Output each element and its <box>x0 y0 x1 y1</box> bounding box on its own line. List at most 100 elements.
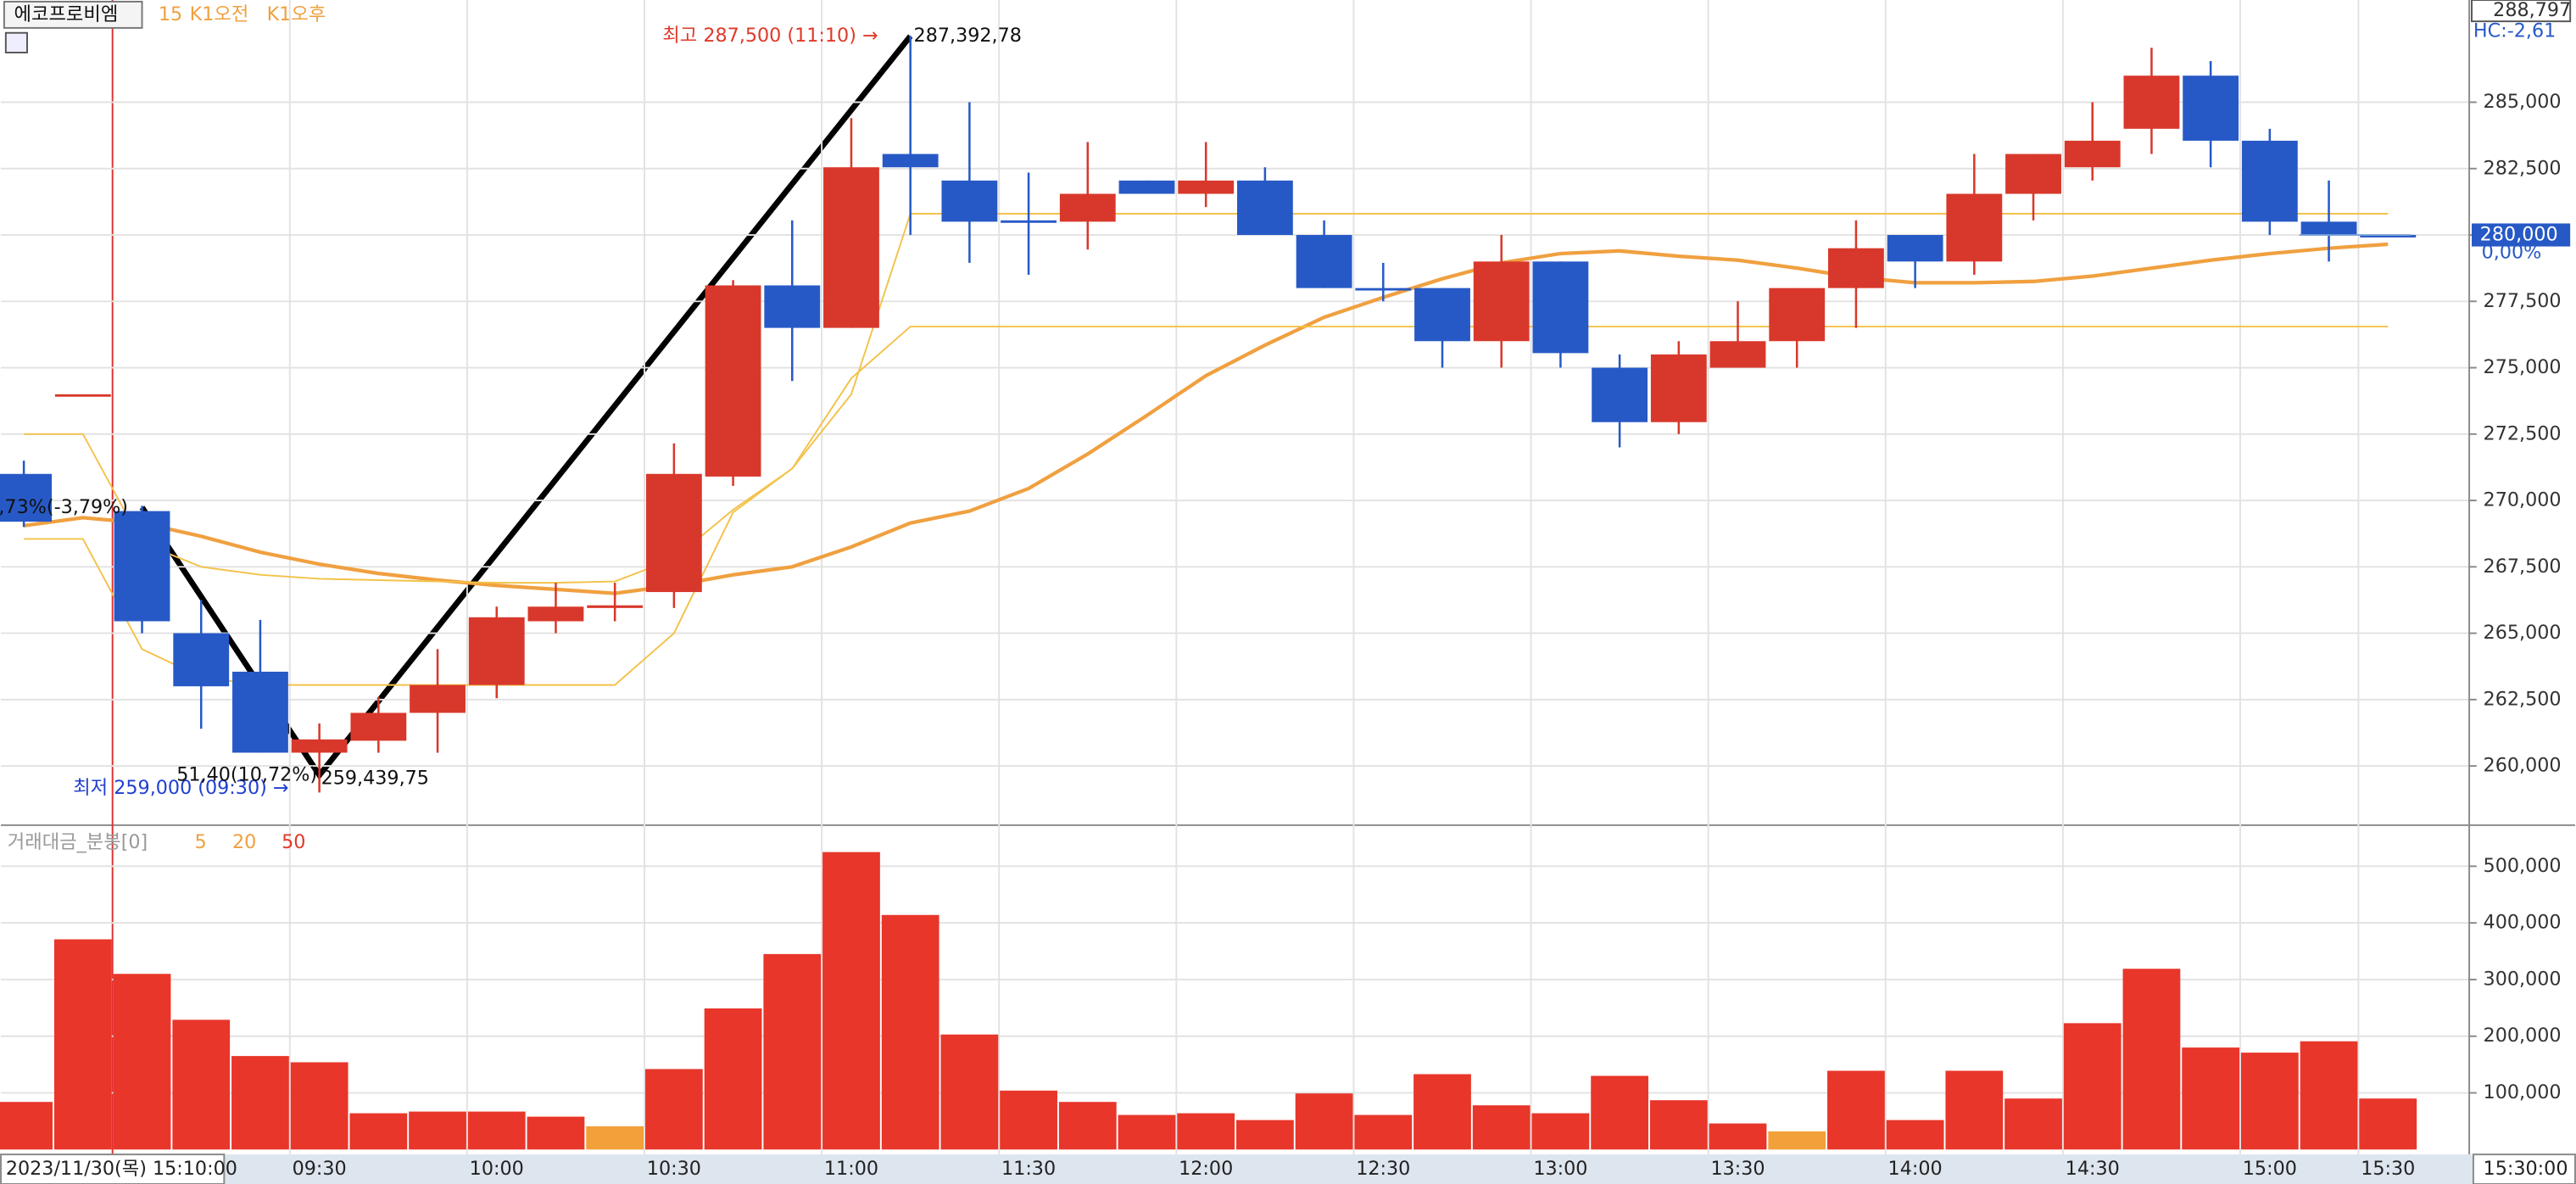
candle-body <box>587 605 644 608</box>
candle-body <box>2183 75 2239 141</box>
candle-body <box>1001 220 1057 223</box>
candle-body <box>1532 261 1589 354</box>
x-tick-label: 10:30 <box>647 1158 701 1180</box>
volume-bar <box>2063 1023 2122 1150</box>
candle-body <box>1355 288 1412 291</box>
volume-bar <box>1118 1114 1176 1150</box>
y-tick-label: 265,000 <box>2484 622 2562 644</box>
volume-bar <box>290 1062 348 1150</box>
start-time-box <box>0 1153 226 1184</box>
candle-body <box>705 285 761 477</box>
candle-body <box>1650 354 1707 422</box>
annotation: 51,40(10,72%) <box>176 763 317 785</box>
volume-bar <box>1413 1074 1471 1150</box>
candle-body <box>1414 288 1470 342</box>
candle-body <box>882 154 939 168</box>
x-tick-label: 13:30 <box>1710 1158 1765 1180</box>
x-tick-label: 14:30 <box>2066 1158 2120 1180</box>
volume-bar <box>2122 969 2181 1150</box>
end-time-box <box>2472 1153 2576 1184</box>
volume-bar <box>527 1116 585 1150</box>
x-tick-label: 14:00 <box>1888 1158 1943 1180</box>
volume-bar <box>172 1019 231 1150</box>
volume-bar <box>113 974 171 1150</box>
annotation: 최저 259,000 (09:30) → <box>73 777 288 799</box>
candle-body <box>0 473 53 522</box>
candle-body <box>410 684 466 713</box>
candle-body <box>1236 180 1293 236</box>
y-tick-label: 400,000 <box>2484 912 2562 934</box>
candle-body <box>2123 75 2180 129</box>
current-price: 280,000 <box>2480 224 2558 246</box>
x-tick-label: 13:00 <box>1533 1158 1587 1180</box>
y-tick-label: 272,500 <box>2484 422 2562 444</box>
y-tick-label: 285,000 <box>2484 91 2562 113</box>
candle-body <box>941 180 998 222</box>
volume-bar <box>2240 1053 2299 1150</box>
volume-bar <box>231 1056 289 1150</box>
x-tick-label: 15:30 <box>2361 1158 2415 1180</box>
candle-body <box>232 671 288 753</box>
y-tick-label: 500,000 <box>2484 855 2562 877</box>
x-tick-label: 09:30 <box>293 1158 347 1180</box>
candle-body <box>1178 180 1235 194</box>
x-tick-label: 10:00 <box>470 1158 524 1180</box>
candle-body <box>527 606 584 622</box>
candle-body <box>1946 193 2003 262</box>
volume-bar <box>2004 1098 2062 1150</box>
volume-bar <box>1531 1113 1590 1150</box>
volume-bar <box>704 1008 762 1150</box>
candle-body <box>2241 140 2298 222</box>
x-axis-strip <box>1 1154 2575 1184</box>
annotation: 66,73%(-3,79%) <box>0 496 128 518</box>
volume-bar <box>1945 1070 2004 1150</box>
title-box <box>3 0 143 29</box>
candle-body <box>2005 154 2061 194</box>
y-tick-label: 275,000 <box>2484 356 2562 378</box>
candle-body <box>2064 140 2121 168</box>
volume-title: 거래대금_분봉[0] <box>8 831 148 853</box>
candle-body <box>1769 288 1826 342</box>
end-time: 15:30:00 <box>2484 1158 2568 1180</box>
overlay-line <box>23 242 2389 595</box>
volume-bar <box>586 1125 644 1150</box>
volume-bar <box>1058 1102 1117 1150</box>
volume-bar <box>349 1113 408 1150</box>
x-tick-label: 11:30 <box>1001 1158 1056 1180</box>
legend-entry: 5 <box>194 831 206 853</box>
candle-body <box>114 511 170 622</box>
y-tick-label: 300,000 <box>2484 968 2562 990</box>
annotation: 287,392,78 <box>914 25 1022 47</box>
candle-body <box>1709 341 1766 368</box>
top-price-box <box>2471 0 2572 23</box>
x-tick-label: 15:00 <box>2243 1158 2297 1180</box>
candle-body <box>1887 235 1943 262</box>
volume-bar <box>881 914 940 1150</box>
volume-bar <box>1886 1120 1944 1150</box>
y-tick-label: 270,000 <box>2484 489 2562 511</box>
current-price-box <box>2472 223 2571 247</box>
legend-entry: 20 <box>232 831 256 853</box>
x-tick-label: 2023/11/30(목) 15:10:00 <box>6 1158 237 1180</box>
volume-bar <box>0 1102 53 1150</box>
volume-bar <box>1709 1123 1767 1150</box>
hc-label: HC:-2,61 <box>2473 20 2556 42</box>
volume-bar <box>1354 1114 1413 1150</box>
volume-bar <box>1177 1113 1235 1150</box>
y-tick-label: 260,000 <box>2484 755 2562 777</box>
volume-bar <box>1827 1070 1885 1150</box>
annotation: 259,439,75 <box>321 767 429 789</box>
candle-body <box>350 712 407 741</box>
x-tick-label: 12:30 <box>1356 1158 1410 1180</box>
annotation: 최고 287,500 (11:10) → <box>662 25 878 47</box>
candle-body <box>1592 367 1648 422</box>
volume-bar <box>1768 1131 1826 1150</box>
settings-icon[interactable] <box>4 31 28 53</box>
volume-bar <box>2359 1098 2417 1150</box>
volume-bar <box>1591 1075 1648 1150</box>
volume-bar <box>409 1111 466 1150</box>
volume-bar <box>940 1034 999 1150</box>
top-price: 288,797 <box>2493 0 2571 21</box>
